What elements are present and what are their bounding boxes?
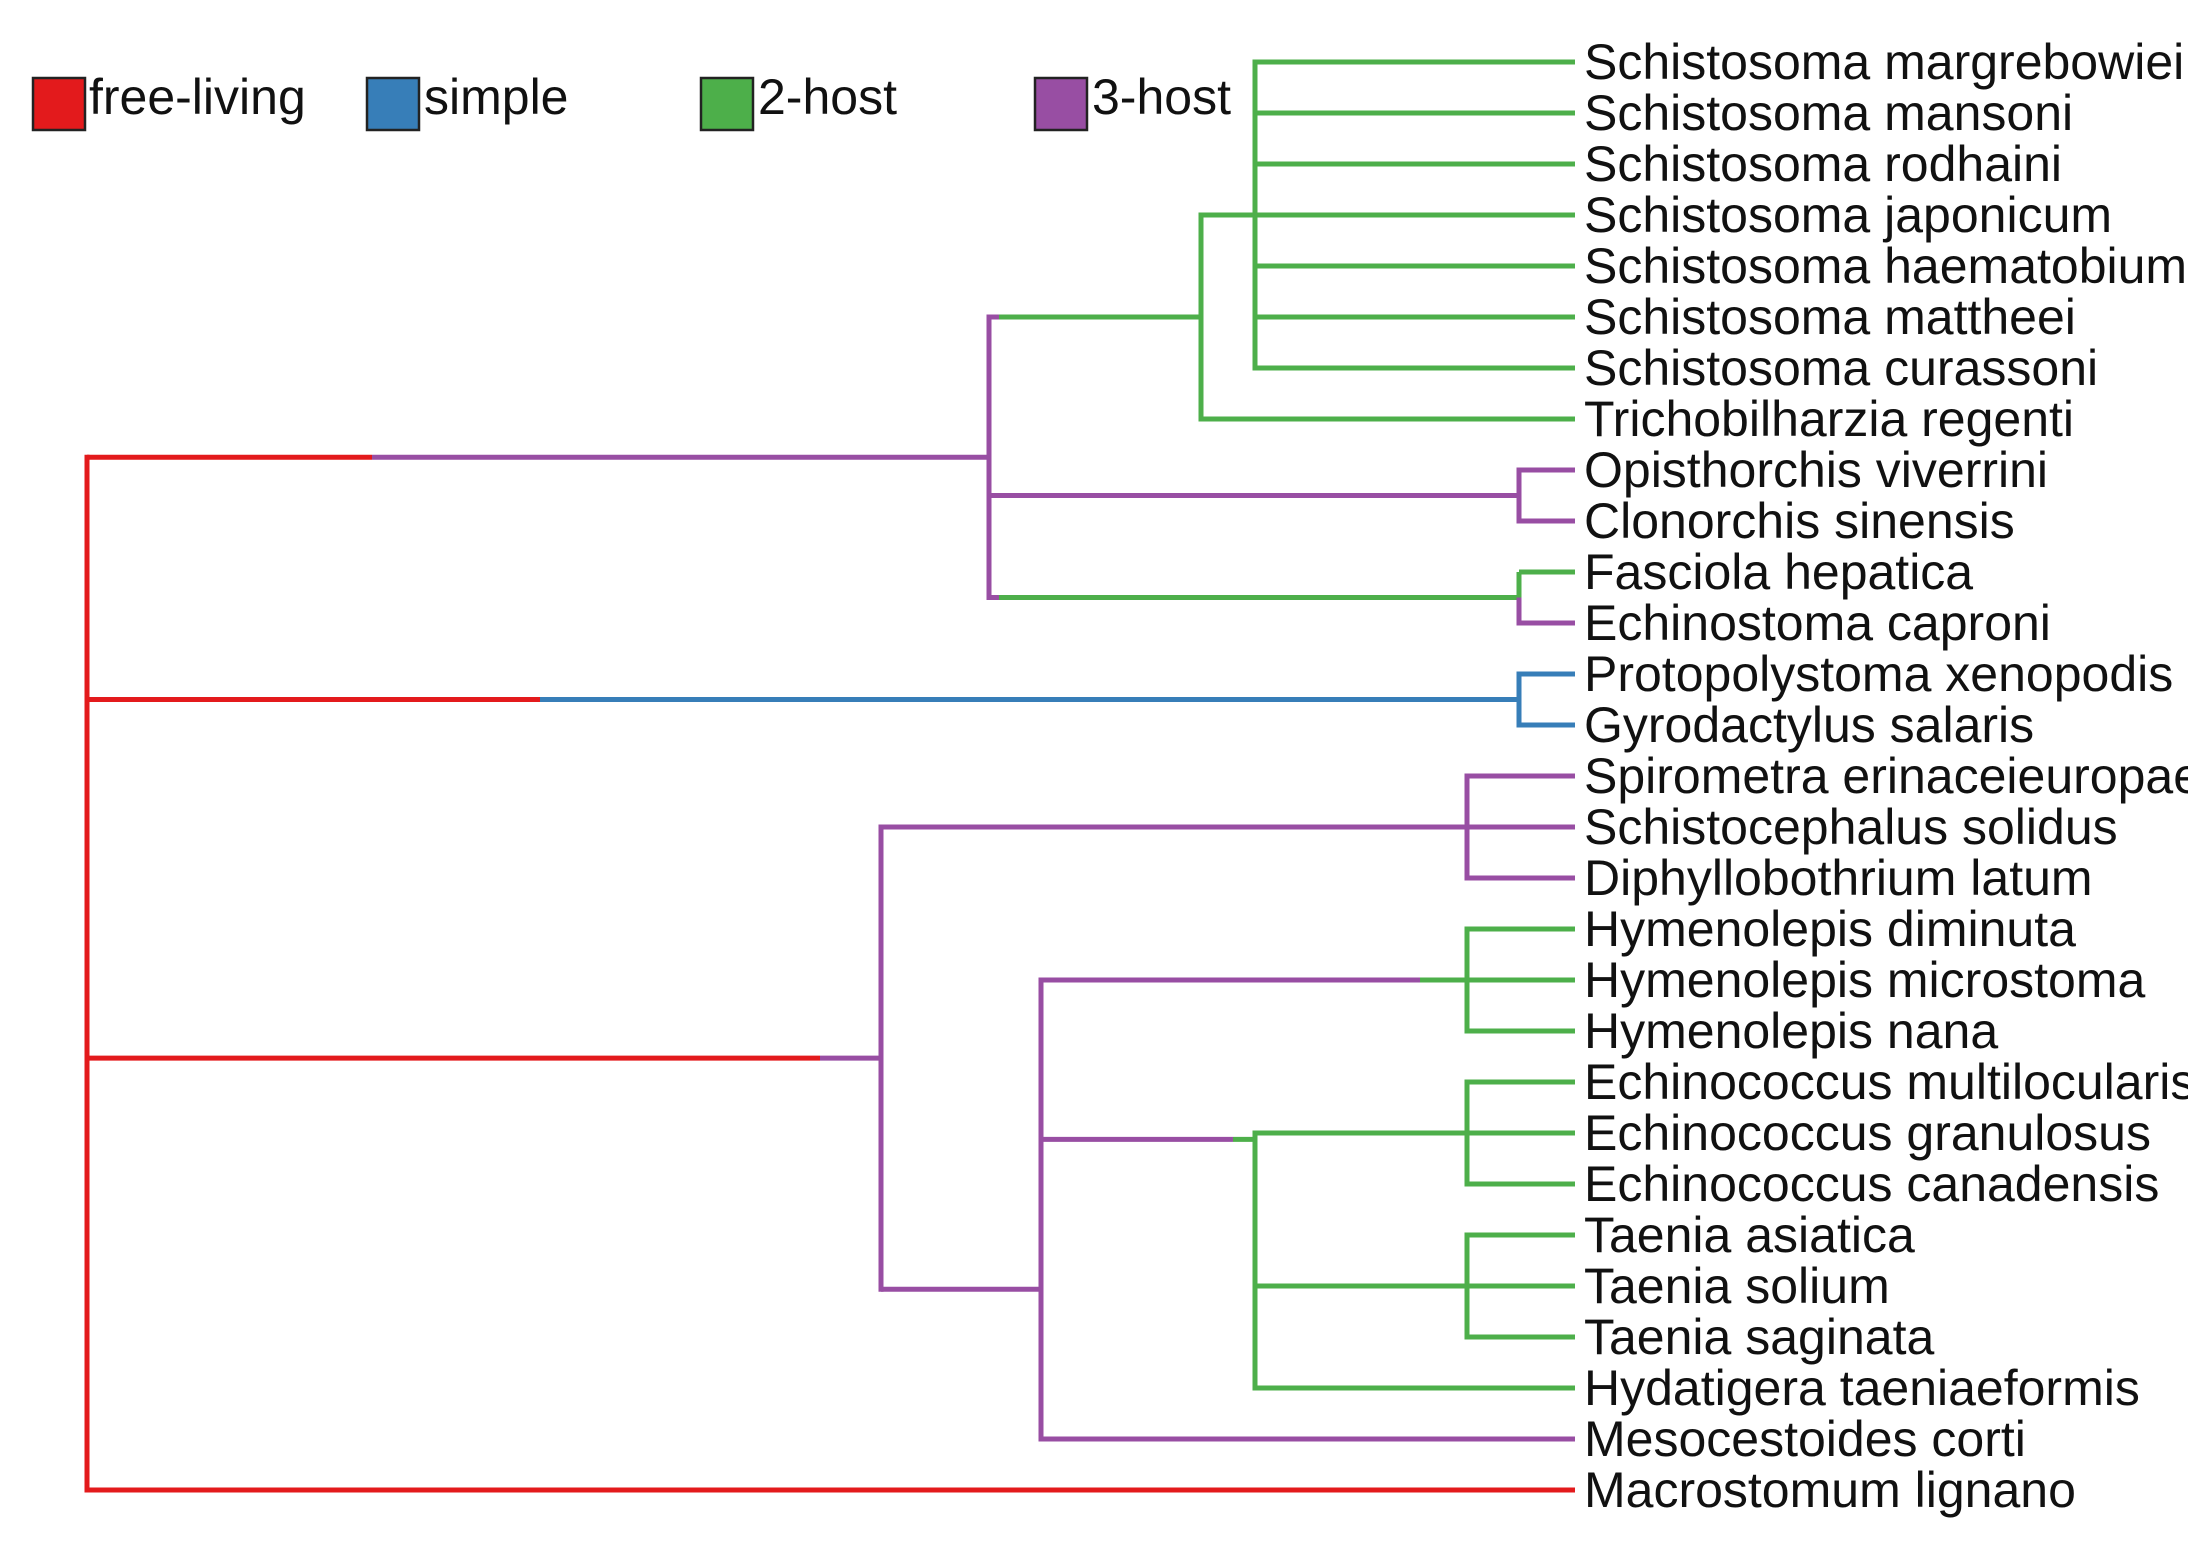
legend-label-simple: simple: [424, 69, 568, 125]
tip-label: Schistosoma haematobium: [1584, 238, 2187, 294]
tip-label: Taenia asiatica: [1584, 1207, 1915, 1263]
tree-branches: [84, 59, 1575, 1493]
tip-label: Clonorchis sinensis: [1584, 493, 2015, 549]
tip-label: Echinococcus multilocularis: [1584, 1054, 2188, 1110]
legend-item-2-host: 2-host: [699, 69, 897, 132]
legend-swatch-3-host: [1033, 76, 1089, 132]
tip-label: Gyrodactylus salaris: [1584, 697, 2034, 753]
tip-label: Schistocephalus solidus: [1584, 799, 2118, 855]
tip-label: Schistosoma mansoni: [1584, 85, 2073, 141]
tip-label: Hymenolepis microstoma: [1584, 952, 2145, 1008]
tip-label: Fasciola hepatica: [1584, 544, 1973, 600]
tip-label: Hymenolepis diminuta: [1584, 901, 2076, 957]
tip-label: Mesocestoides corti: [1584, 1411, 2026, 1467]
legend-swatch-free-living: [31, 76, 87, 132]
legend-label-3-host: 3-host: [1092, 69, 1231, 125]
tip-label: Spirometra erinaceieuropaei: [1584, 748, 2188, 804]
legend-label-2-host: 2-host: [758, 69, 897, 125]
legend-item-3-host: 3-host: [1033, 69, 1231, 132]
legend: free-living simple 2-host 3-host: [31, 69, 1231, 132]
legend-item-simple: simple: [365, 69, 568, 132]
legend-swatch-simple: [365, 76, 421, 132]
tip-label: Trichobilharzia regenti: [1584, 391, 2074, 447]
tip-label: Echinococcus granulosus: [1584, 1105, 2151, 1161]
tip-label: Schistosoma rodhaini: [1584, 136, 2062, 192]
tip-label: Macrostomum lignano: [1584, 1462, 2076, 1518]
tip-label: Schistosoma margrebowiei: [1584, 34, 2184, 90]
tip-label: Hymenolepis nana: [1584, 1003, 1998, 1059]
tip-label: Schistosoma japonicum: [1584, 187, 2112, 243]
tip-label: Diphyllobothrium latum: [1584, 850, 2093, 906]
tip-label: Taenia solium: [1584, 1258, 1890, 1314]
tip-label: Hydatigera taeniaeformis: [1584, 1360, 2140, 1416]
tip-label: Opisthorchis viverrini: [1584, 442, 2048, 498]
tip-label: Schistosoma mattheei: [1584, 289, 2076, 345]
tip-label: Echinococcus canadensis: [1584, 1156, 2159, 1212]
tip-label: Taenia saginata: [1584, 1309, 1934, 1365]
legend-item-free-living: free-living: [31, 69, 306, 132]
legend-label-free-living: free-living: [89, 69, 306, 125]
tip-label: Echinostoma caproni: [1584, 595, 2051, 651]
tip-label: Schistosoma curassoni: [1584, 340, 2098, 396]
legend-swatch-2-host: [699, 76, 755, 132]
tip-label: Protopolystoma xenopodis: [1584, 646, 2173, 702]
